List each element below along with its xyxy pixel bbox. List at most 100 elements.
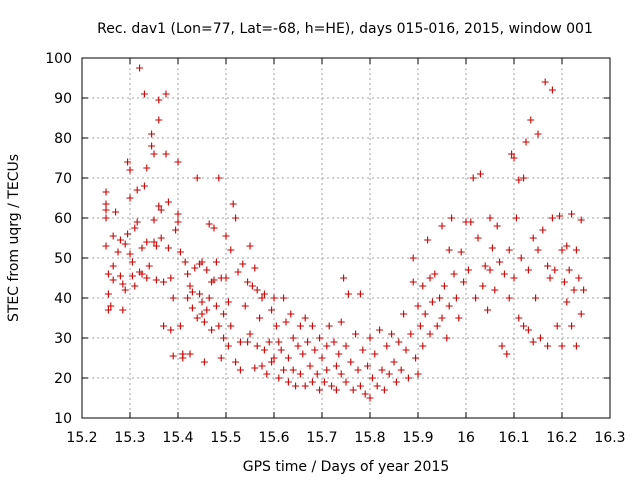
- data-point: [347, 358, 355, 366]
- data-point: [342, 378, 350, 386]
- data-point: [548, 86, 556, 94]
- data-point: [325, 322, 333, 330]
- data-point: [143, 164, 151, 172]
- data-point: [222, 232, 230, 240]
- data-point: [179, 354, 187, 362]
- data-point: [359, 346, 367, 354]
- data-point: [328, 382, 336, 390]
- data-point: [121, 240, 129, 248]
- data-point: [385, 370, 393, 378]
- data-point: [210, 224, 218, 232]
- data-point: [198, 298, 206, 306]
- data-point: [371, 350, 379, 358]
- data-point: [409, 254, 417, 262]
- data-point: [388, 330, 396, 338]
- data-point: [205, 294, 213, 302]
- data-point: [424, 236, 432, 244]
- data-point: [212, 302, 220, 310]
- data-point: [234, 268, 242, 276]
- data-point: [323, 366, 331, 374]
- data-point: [419, 282, 427, 290]
- data-point: [397, 366, 405, 374]
- data-point: [407, 330, 415, 338]
- data-point: [143, 238, 151, 246]
- data-point: [376, 326, 384, 334]
- data-point: [404, 374, 412, 382]
- data-point: [373, 382, 381, 390]
- data-point: [402, 346, 410, 354]
- data-point: [433, 322, 441, 330]
- x-tick-label: 15.9: [402, 430, 433, 446]
- data-point: [412, 354, 420, 362]
- data-point: [448, 214, 456, 222]
- data-point: [577, 310, 585, 318]
- data-point: [568, 210, 576, 218]
- data-point: [181, 258, 189, 266]
- data-point: [568, 322, 576, 330]
- data-point: [244, 338, 252, 346]
- data-point: [109, 232, 117, 240]
- data-point: [124, 158, 132, 166]
- data-point: [277, 346, 285, 354]
- data-point: [474, 234, 482, 242]
- data-point: [164, 244, 172, 252]
- data-point: [560, 278, 568, 286]
- data-point: [361, 390, 369, 398]
- data-point: [342, 342, 350, 350]
- data-point: [505, 294, 513, 302]
- data-point: [534, 130, 542, 138]
- data-point: [529, 234, 537, 242]
- data-point: [368, 374, 376, 382]
- data-point: [332, 386, 340, 394]
- data-point: [392, 378, 400, 386]
- data-point: [486, 266, 494, 274]
- data-point: [400, 310, 408, 318]
- data-point: [256, 314, 264, 322]
- data-point: [104, 290, 112, 298]
- data-point: [565, 266, 573, 274]
- data-point: [102, 200, 110, 208]
- data-point: [292, 382, 300, 390]
- data-point: [155, 116, 163, 124]
- data-point: [484, 306, 492, 314]
- data-point: [260, 346, 268, 354]
- data-point: [426, 330, 434, 338]
- y-tick-label: 90: [54, 91, 72, 107]
- data-point: [308, 378, 316, 386]
- data-point: [421, 310, 429, 318]
- data-point: [270, 354, 278, 362]
- data-point: [102, 242, 110, 250]
- data-point: [335, 350, 343, 358]
- data-point: [532, 294, 540, 302]
- data-point: [284, 378, 292, 386]
- data-point: [337, 318, 345, 326]
- data-point: [104, 306, 112, 314]
- data-point: [515, 314, 523, 322]
- data-point: [184, 270, 192, 278]
- data-point: [539, 226, 547, 234]
- data-point: [164, 198, 172, 206]
- data-point: [186, 350, 194, 358]
- data-point: [152, 276, 160, 284]
- data-point: [212, 258, 220, 266]
- data-point: [556, 212, 564, 220]
- data-point: [428, 298, 436, 306]
- data-point: [136, 64, 144, 72]
- data-point: [198, 258, 206, 266]
- data-point: [414, 370, 422, 378]
- data-point: [232, 358, 240, 366]
- data-point: [438, 314, 446, 322]
- data-point: [198, 310, 206, 318]
- data-point: [193, 174, 201, 182]
- data-point: [116, 272, 124, 280]
- data-point: [548, 214, 556, 222]
- data-point: [162, 90, 170, 98]
- data-point: [580, 286, 588, 294]
- data-point: [356, 290, 364, 298]
- data-point: [275, 374, 283, 382]
- data-point: [354, 366, 362, 374]
- data-point: [203, 306, 211, 314]
- data-point: [253, 342, 261, 350]
- y-tick-label: 10: [54, 411, 72, 427]
- data-point: [450, 270, 458, 278]
